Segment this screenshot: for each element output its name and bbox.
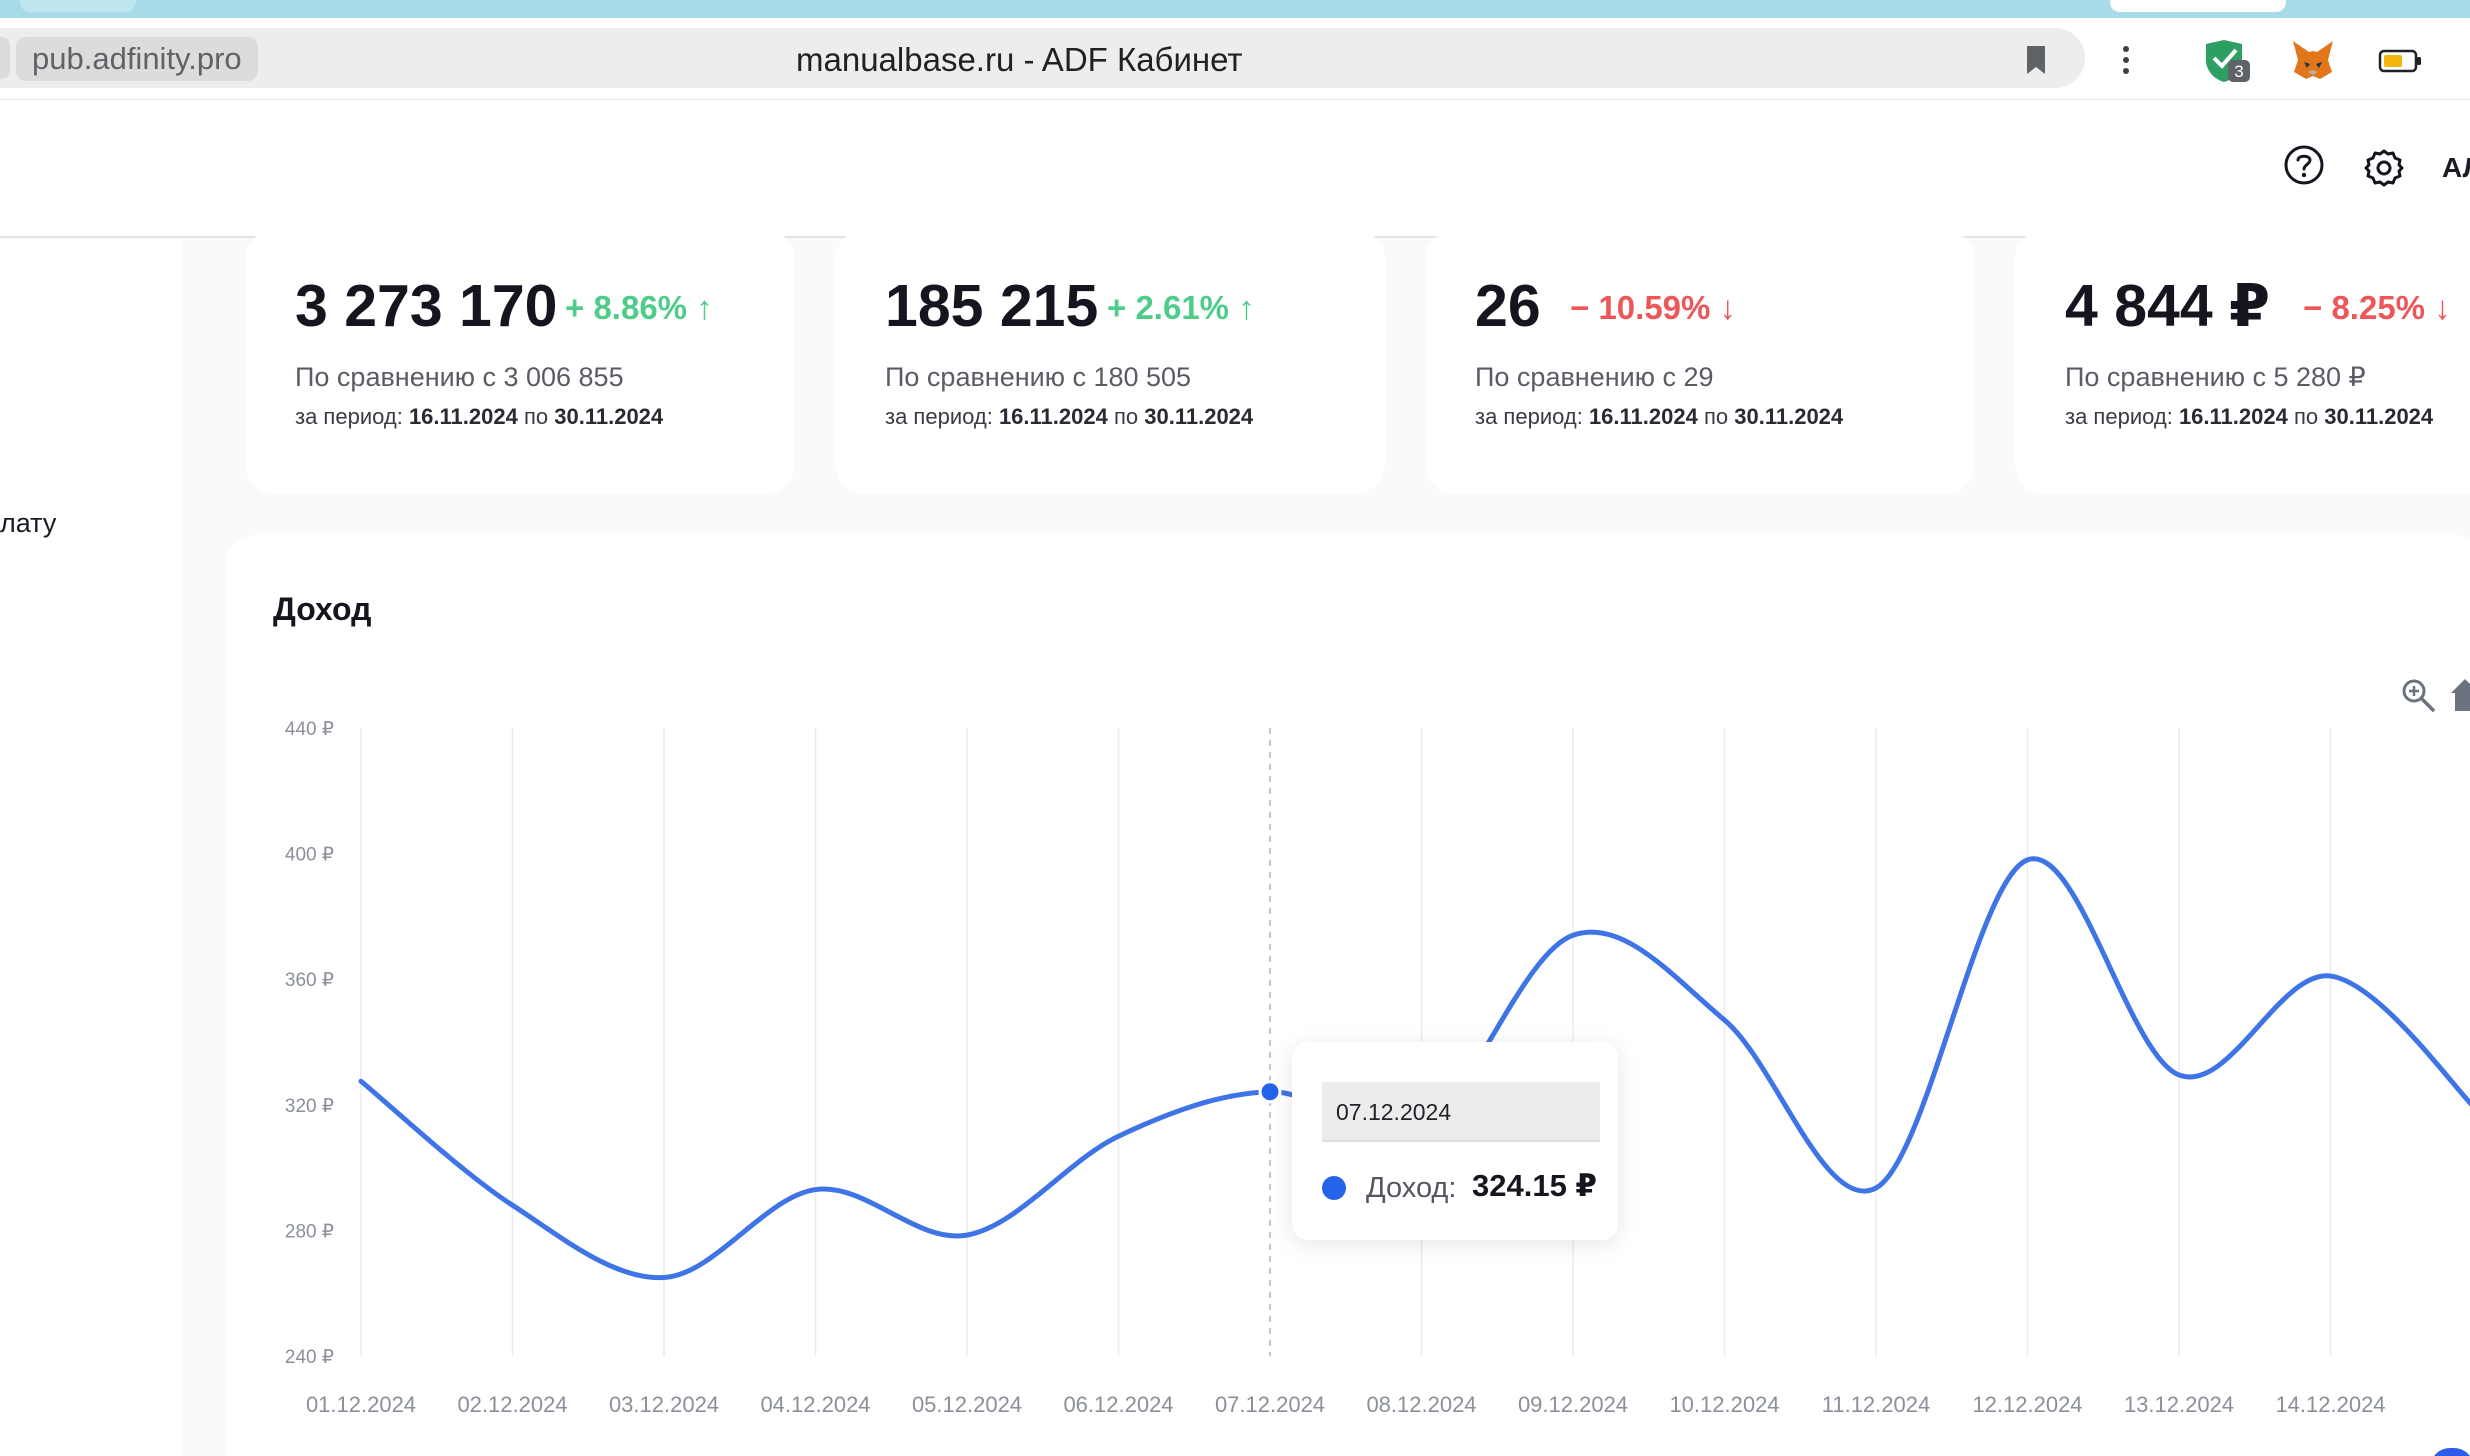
zoom-in-icon[interactable]: [2400, 677, 2436, 713]
x-tick-label: 07.12.2024: [1215, 1392, 1325, 1417]
chart-tooltip: 07.12.2024 Доход: 324.15 ₽: [1292, 1042, 1618, 1240]
period-to: 30.11.2024: [554, 404, 664, 429]
arrow-down-icon: ↓: [2434, 289, 2451, 326]
income-series-line: [358, 856, 2470, 1281]
period-mid: по: [2293, 404, 2319, 429]
settings-gear-icon[interactable]: [2364, 148, 2404, 188]
sidebar: лату: [0, 240, 183, 1456]
stat-comparison: По сравнению с 5 280 ₽: [2065, 362, 2366, 392]
x-tick-label: 14.12.2024: [2275, 1392, 2385, 1417]
chart-title: Доход: [273, 591, 372, 627]
x-tick-label: 08.12.2024: [1366, 1392, 1476, 1417]
period-prefix: за период:: [2065, 404, 2173, 429]
battery-icon[interactable]: [2378, 48, 2422, 74]
stat-value: 4 844 ₽: [2065, 273, 2271, 339]
stat-delta: + 2.61% ↑: [1107, 286, 1255, 330]
stat-value: 185 215: [885, 273, 1099, 339]
period-mid: по: [523, 404, 549, 429]
period-to: 30.11.2024: [1734, 404, 1844, 429]
y-tick-label: 400 ₽: [285, 845, 334, 866]
income-chart-card: [225, 535, 2470, 1456]
period-mid: по: [1703, 404, 1729, 429]
x-tick-label: 12.12.2024: [1972, 1392, 2082, 1417]
period-from: 16.11.2024: [2178, 404, 2288, 429]
x-tick-label: 09.12.2024: [1518, 1392, 1628, 1417]
x-tick-label: 11.12.2024: [1822, 1392, 1930, 1417]
x-tick-label: 01.12.2024: [306, 1392, 416, 1417]
shield-extension-icon[interactable]: 3: [2202, 38, 2252, 84]
x-tick-label: 04.12.2024: [760, 1392, 870, 1417]
period-to: 30.11.2024: [1144, 404, 1254, 429]
period-to: 30.11.2024: [2324, 404, 2434, 429]
address-bar[interactable]: [0, 28, 2085, 88]
stat-delta: − 10.59% ↓: [1570, 286, 1736, 330]
stat-card: 4 844 ₽ − 8.25% ↓ По сравнению с 5 280 ₽…: [2015, 230, 2470, 494]
stat-delta-text: + 8.86%: [565, 289, 688, 326]
x-tick-label: 13.12.2024: [2124, 1392, 2234, 1417]
stat-value: 3 273 170: [295, 273, 558, 339]
stat-card: 3 273 170 + 8.86% ↑ По сравнению с 3 006…: [245, 230, 795, 494]
highlighted-data-point: [1258, 1080, 1282, 1104]
tooltip-value: 324.15 ₽: [1472, 1168, 1597, 1203]
period-prefix: за период:: [885, 404, 993, 429]
period-from: 16.11.2024: [408, 404, 518, 429]
bookmark-icon[interactable]: [2024, 44, 2048, 76]
x-tick-label: 10.12.2024: [1669, 1392, 1779, 1417]
y-tick-label: 360 ₽: [285, 970, 334, 991]
period-from: 16.11.2024: [998, 404, 1108, 429]
y-tick-label: 280 ₽: [285, 1221, 334, 1242]
page-title: manualbase.ru - ADF Кабинет: [796, 41, 1243, 78]
stat-comparison: По сравнению с 3 006 855: [295, 362, 624, 392]
extension-badge: 3: [2234, 62, 2243, 81]
reset-zoom-home-icon[interactable]: [2450, 677, 2470, 713]
stat-comparison: По сравнению с 180 505: [885, 362, 1192, 392]
browser-tab-active[interactable]: [2110, 0, 2286, 12]
more-menu-icon[interactable]: [2114, 40, 2138, 80]
arrow-down-icon: ↓: [1719, 289, 1737, 326]
y-tick-label: 440 ₽: [285, 719, 334, 740]
tooltip-label: Доход:: [1366, 1172, 1457, 1204]
browser-tab-strip: [0, 0, 2470, 18]
sidebar-item-payout[interactable]: лату: [0, 508, 57, 538]
chat-fab-button[interactable]: [2430, 1448, 2470, 1456]
stat-comparison: По сравнению с 29: [1475, 362, 1714, 392]
x-tick-label: 03.12.2024: [609, 1392, 719, 1417]
help-icon[interactable]: [2283, 144, 2325, 186]
stat-delta-text: − 10.59%: [1570, 289, 1711, 326]
arrow-up-icon: ↑: [696, 289, 713, 326]
browser-tab[interactable]: [20, 0, 136, 12]
metamask-fox-icon[interactable]: [2290, 38, 2336, 82]
period-prefix: за период:: [295, 404, 403, 429]
series-marker: [1322, 1176, 1346, 1200]
stat-value: 26: [1475, 273, 1541, 339]
stat-period: за период: 16.11.2024 по 30.11.2024: [1475, 402, 1843, 432]
period-prefix: за период:: [1475, 404, 1583, 429]
period-mid: по: [1113, 404, 1139, 429]
app-header: АЛ: [0, 100, 2470, 238]
x-tick-label: 06.12.2024: [1063, 1392, 1173, 1417]
stat-period: за период: 16.11.2024 по 30.11.2024: [295, 402, 663, 432]
stat-delta: − 8.25% ↓: [2303, 286, 2451, 330]
x-tick-label: 05.12.2024: [912, 1392, 1022, 1417]
site-info-chip[interactable]: [0, 37, 10, 79]
stat-period: за период: 16.11.2024 по 30.11.2024: [2065, 402, 2433, 432]
stat-period: за период: 16.11.2024 по 30.11.2024: [885, 402, 1253, 432]
y-tick-label: 240 ₽: [285, 1347, 334, 1368]
x-tick-label: 02.12.2024: [457, 1392, 567, 1417]
user-name[interactable]: АЛ: [2442, 152, 2470, 183]
stat-delta-text: + 2.61%: [1107, 289, 1230, 326]
tooltip-date: 07.12.2024: [1322, 1082, 1600, 1142]
stat-card: 185 215 + 2.61% ↑ По сравнению с 180 505…: [835, 230, 1385, 494]
arrow-up-icon: ↑: [1238, 289, 1255, 326]
period-from: 16.11.2024: [1588, 404, 1698, 429]
browser-toolbar: pub.adfinity.pro manualbase.ru - ADF Каб…: [0, 18, 2470, 100]
url-chip[interactable]: pub.adfinity.pro: [16, 37, 258, 81]
stat-card: 26 − 10.59% ↓ По сравнению с 29 за перио…: [1425, 230, 1975, 494]
y-tick-label: 320 ₽: [285, 1096, 334, 1117]
stat-delta-text: − 8.25%: [2303, 289, 2426, 326]
stat-delta: + 8.86% ↑: [565, 286, 713, 330]
